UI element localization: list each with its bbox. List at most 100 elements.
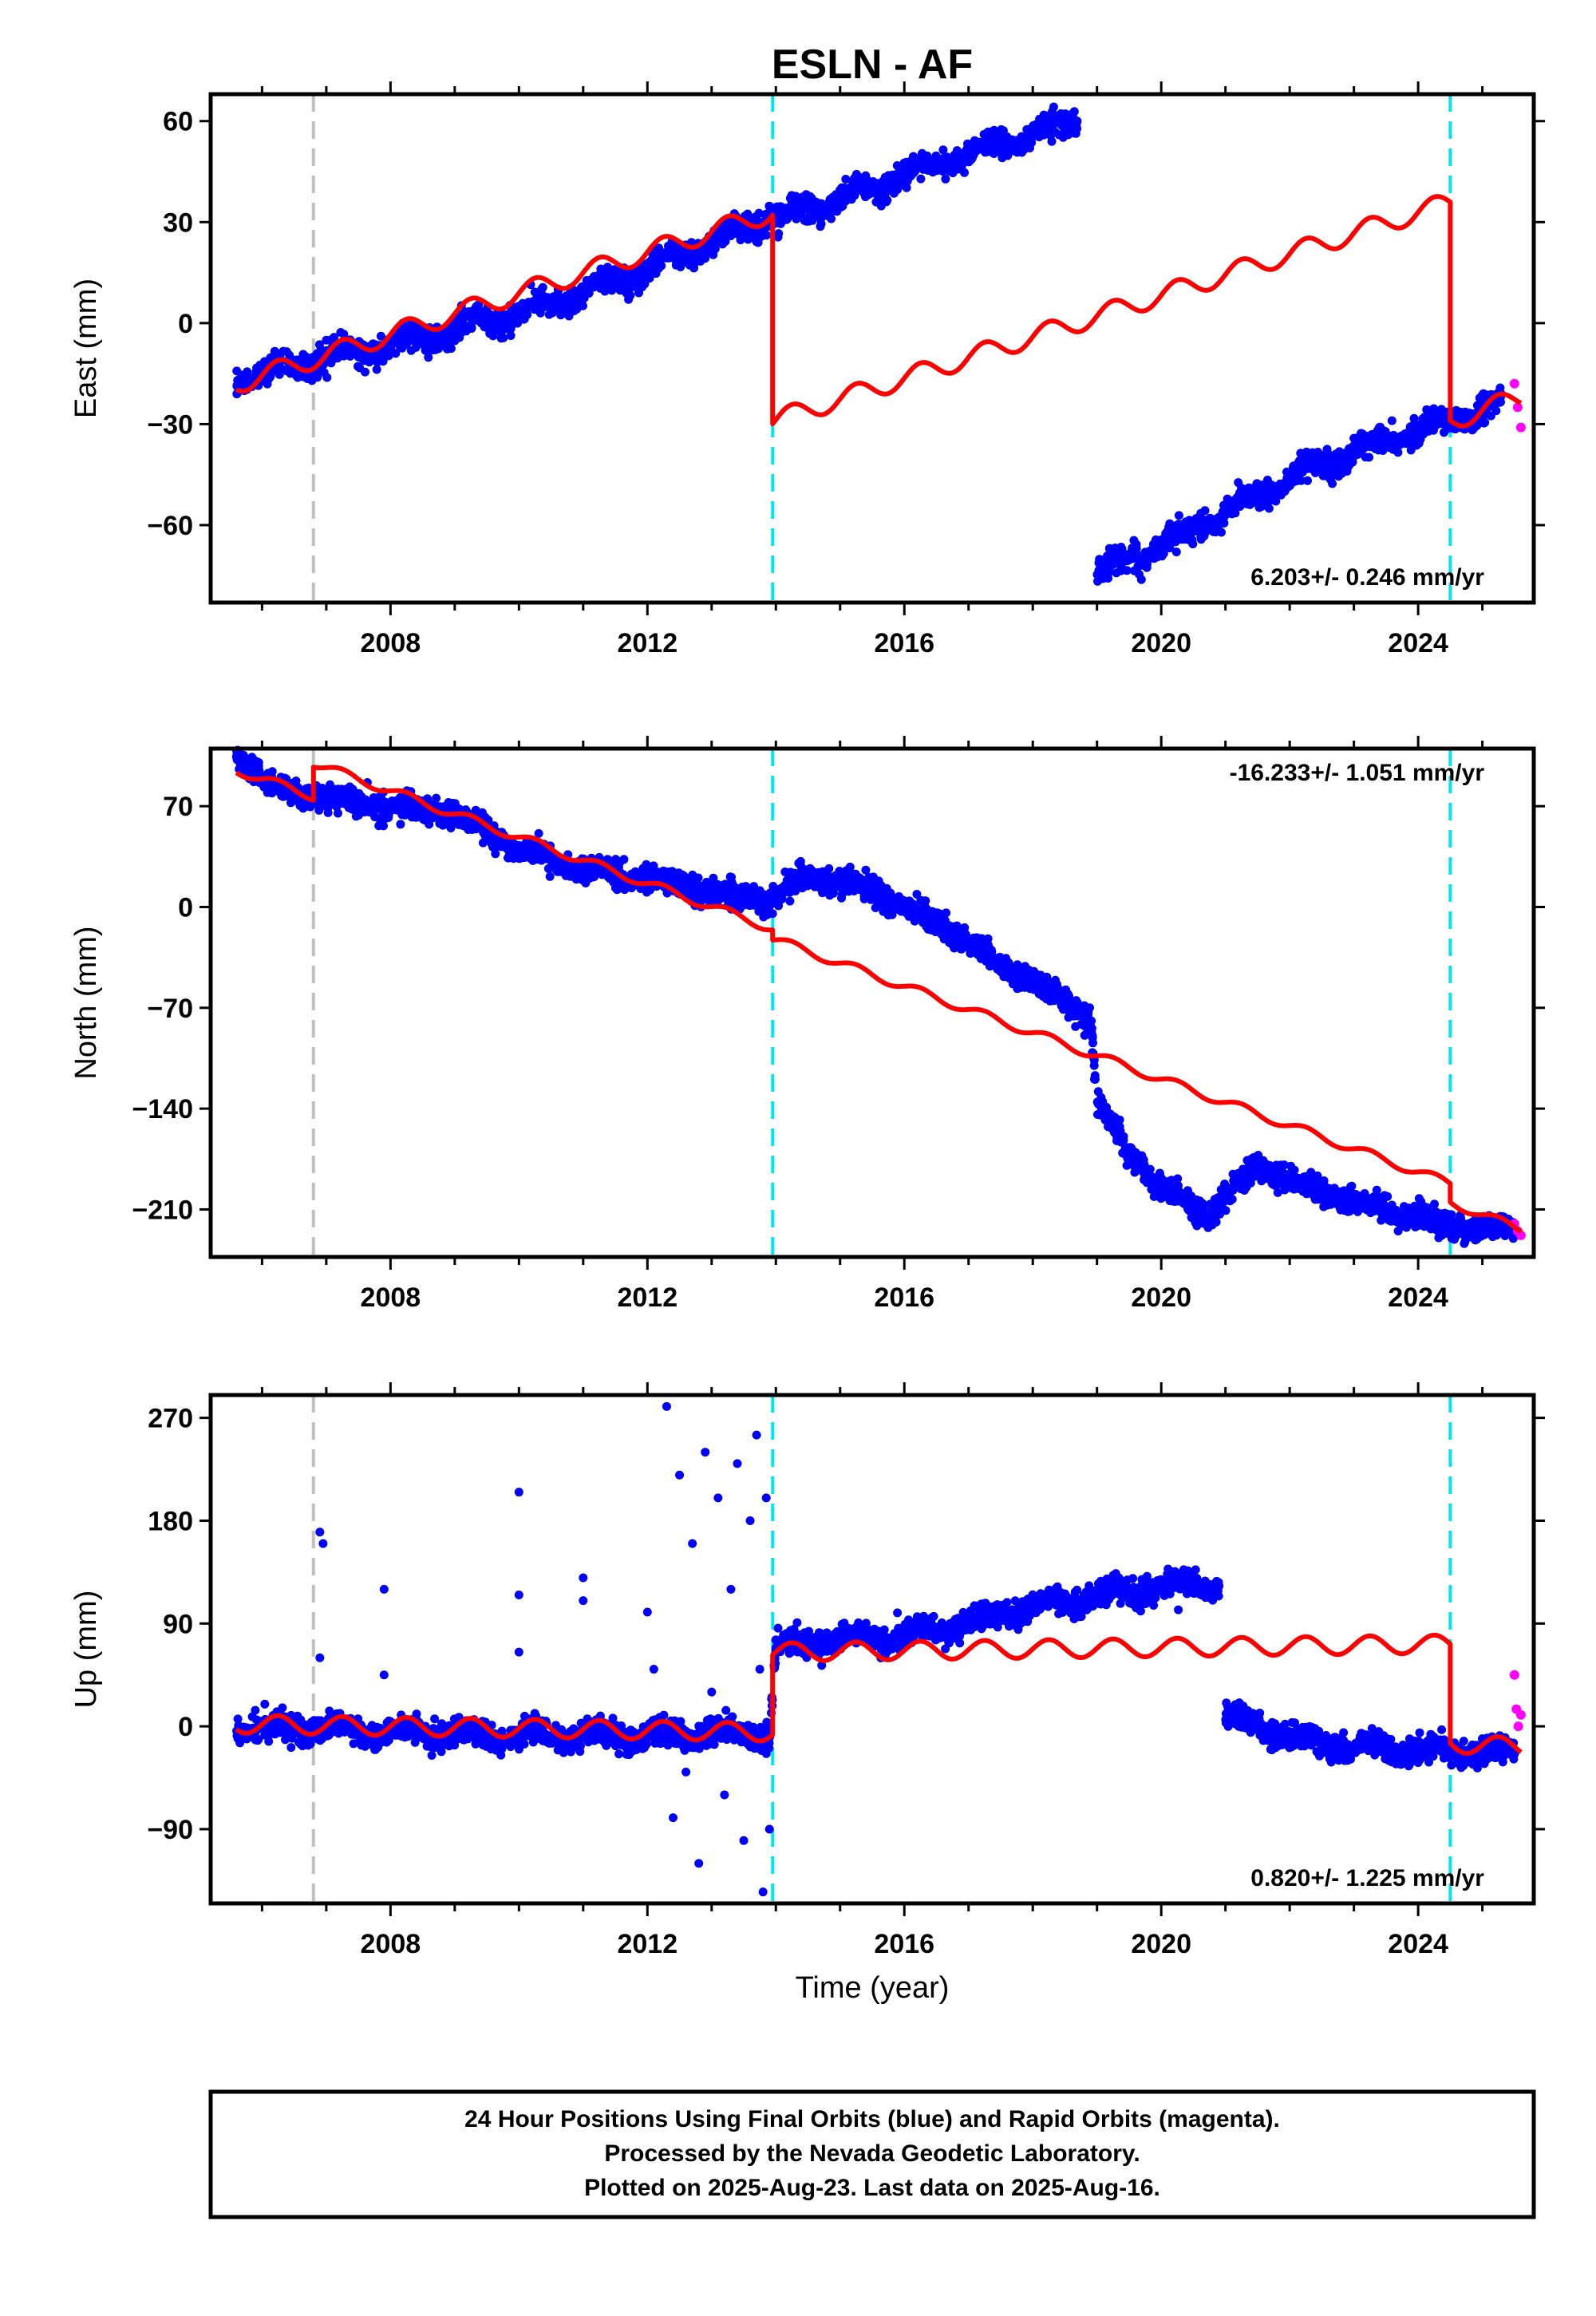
data-point [1297, 476, 1306, 485]
data-point [1405, 422, 1415, 432]
data-point [794, 859, 804, 868]
data-point [1200, 506, 1210, 516]
data-point [774, 885, 784, 895]
data-point [1043, 119, 1053, 128]
data-point [433, 337, 443, 346]
data-point [467, 323, 476, 332]
data-point [662, 868, 671, 876]
data-point [1428, 421, 1438, 431]
y-tick-label: 30 [163, 207, 193, 238]
data-point [314, 340, 324, 350]
data-point [585, 865, 595, 875]
data-point [727, 885, 736, 895]
data-point [1092, 570, 1102, 579]
data-point [816, 214, 825, 223]
data-point [424, 353, 433, 362]
data-point [788, 194, 798, 204]
data-point [532, 305, 541, 314]
data-point [709, 887, 719, 896]
data-point [570, 306, 579, 315]
data-point [386, 344, 396, 354]
data-point [899, 172, 909, 181]
data-point [1477, 390, 1487, 400]
data-point [1275, 479, 1285, 488]
data-point [646, 885, 655, 895]
data-point [1196, 532, 1206, 541]
data-point [783, 211, 792, 221]
data-point [634, 288, 643, 298]
data-point [1393, 448, 1403, 457]
data-point [941, 174, 950, 184]
data-point [815, 199, 824, 208]
data-point [773, 232, 783, 242]
data-point [499, 333, 508, 342]
data-point [621, 274, 630, 283]
data-point [1136, 551, 1146, 561]
y-tick-label: 60 [163, 107, 193, 137]
data-point [506, 331, 516, 340]
data-point [498, 322, 508, 331]
data-point [1005, 139, 1014, 148]
data-point [659, 249, 669, 259]
data-point [878, 894, 887, 903]
data-point [566, 871, 575, 881]
data-point [341, 799, 350, 808]
data-point [635, 277, 645, 287]
data-point [982, 129, 991, 139]
data-point [1175, 534, 1185, 543]
data-point [737, 883, 747, 891]
data-point [1228, 503, 1238, 512]
data-point [1174, 511, 1183, 520]
data-point [671, 255, 681, 265]
data-point [1160, 535, 1170, 544]
data-point [882, 883, 891, 893]
data-point [907, 907, 916, 916]
data-point [836, 202, 846, 211]
rate-label: 6.203+/- 0.246 mm/yr [1250, 564, 1484, 591]
data-point [931, 151, 941, 160]
data-point [871, 876, 880, 886]
data-point [275, 370, 284, 379]
data-point [365, 808, 374, 816]
data-point [699, 884, 709, 894]
data-point [1359, 444, 1369, 453]
data-point [1034, 132, 1044, 142]
model-curve [235, 194, 1523, 429]
data-point [431, 345, 440, 354]
data-point [841, 175, 851, 184]
data-point [446, 344, 456, 354]
data-point [1065, 113, 1075, 122]
data-point [476, 313, 485, 322]
data-point [1171, 547, 1181, 557]
data-point [1296, 449, 1306, 458]
data-point [337, 785, 346, 794]
data-point [795, 203, 804, 212]
data-point [1035, 114, 1045, 124]
data-point [669, 243, 678, 253]
data-point [579, 285, 589, 294]
data-point [768, 909, 777, 919]
data-point [1022, 137, 1032, 147]
final-orbit-points [231, 745, 1519, 1248]
data-point [1058, 132, 1068, 142]
data-point [327, 334, 337, 344]
data-point [828, 883, 838, 892]
data-point [924, 166, 933, 175]
data-point [938, 167, 947, 176]
data-point [718, 881, 728, 890]
data-point [688, 877, 697, 887]
data-point [720, 229, 729, 239]
data-point [887, 170, 897, 180]
data-point [301, 356, 310, 366]
data-point [966, 156, 975, 165]
data-point [1326, 453, 1335, 462]
data-point [808, 203, 818, 212]
data-point [919, 899, 929, 909]
data-point [889, 182, 899, 192]
data-point [1320, 460, 1329, 469]
data-point [298, 350, 308, 359]
data-point [1387, 416, 1396, 425]
rapid-orbit-point [1509, 378, 1519, 389]
data-point [423, 345, 433, 354]
data-point [1245, 490, 1254, 500]
